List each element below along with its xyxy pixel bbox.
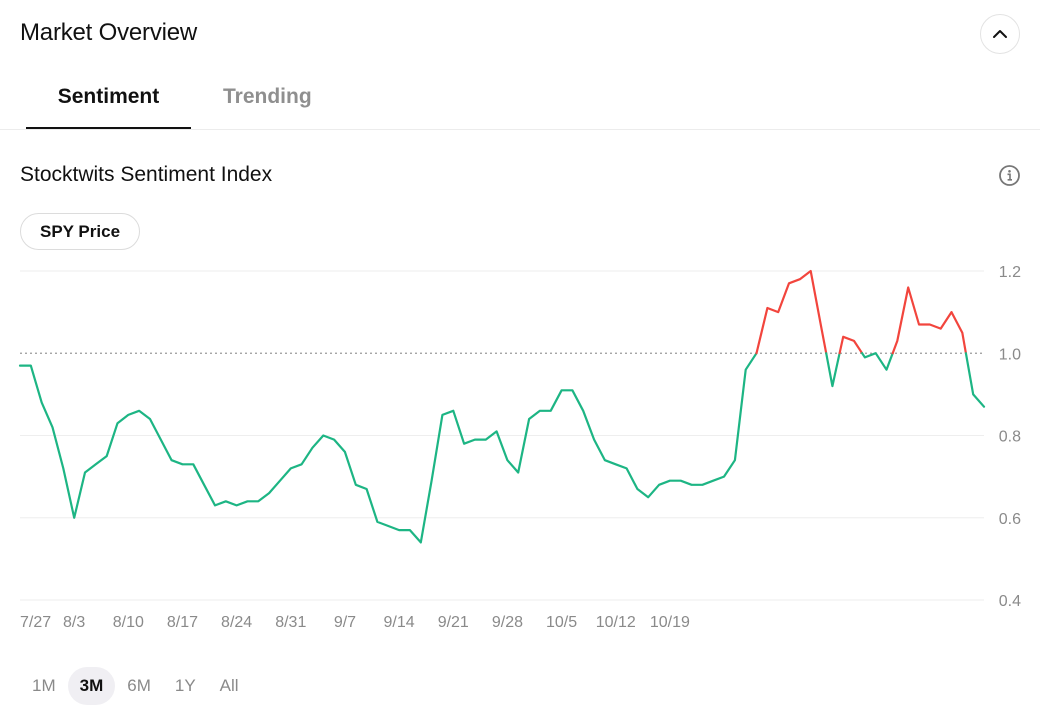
info-icon[interactable] [998,164,1021,187]
range-all[interactable]: All [219,676,239,695]
tab-bar: Sentiment Trending [0,68,1040,130]
sentiment-line-below [18,352,758,544]
x-tick-label: 9/28 [492,614,523,631]
x-tick-label: 9/21 [438,614,469,631]
x-tick-label: 7/27 [20,614,51,631]
chart-title: Stocktwits Sentiment Index [20,163,273,186]
x-tick-label: 8/17 [167,614,198,631]
range-6m[interactable]: 6M [127,676,151,695]
range-3m[interactable]: 3M [67,667,116,705]
range-1m[interactable]: 1M [32,676,56,695]
x-tick-label: 8/24 [221,614,252,631]
spy-price-toggle[interactable]: SPY Price [20,213,141,250]
x-tick-label: 9/14 [384,614,415,631]
chevron-up-icon [993,30,1007,38]
sentiment-chart: 1.2 1.0 0.8 0.6 0.4 7/27 8/3 8/10 8/17 8/24 8/31 9/… [18,264,1021,631]
range-1y[interactable]: 1Y [174,676,196,695]
range-selector: 1M 3M 6M 1Y All [20,666,251,706]
tab-trending[interactable]: Trending [223,85,312,108]
sentiment-line-above [755,269,828,355]
y-tick-label: 0.8 [999,429,1021,446]
y-tick-label: 0.6 [999,511,1021,528]
page-title: Market Overview [20,19,198,46]
header: Market Overview [0,0,1040,68]
sentiment-line-above [891,286,967,355]
x-tick-label: 10/5 [546,614,577,631]
y-tick-label: 0.4 [999,593,1021,610]
x-tick-label: 10/12 [596,614,636,631]
x-tick-label: 8/31 [275,614,306,631]
sentiment-line-below [825,352,841,388]
sentiment-line-below [964,352,986,408]
tab-sentiment[interactable]: Sentiment [26,84,191,129]
y-tick-label: 1.2 [999,264,1021,281]
collapse-button[interactable] [980,14,1020,54]
x-tick-label: 10/19 [650,614,690,631]
sentiment-line-above [838,335,864,355]
x-tick-label: 9/7 [334,614,356,631]
y-tick-label: 1.0 [999,346,1021,363]
sentiment-line-below [861,352,894,371]
x-tick-label: 8/3 [63,614,85,631]
x-tick-label: 8/10 [113,614,144,631]
